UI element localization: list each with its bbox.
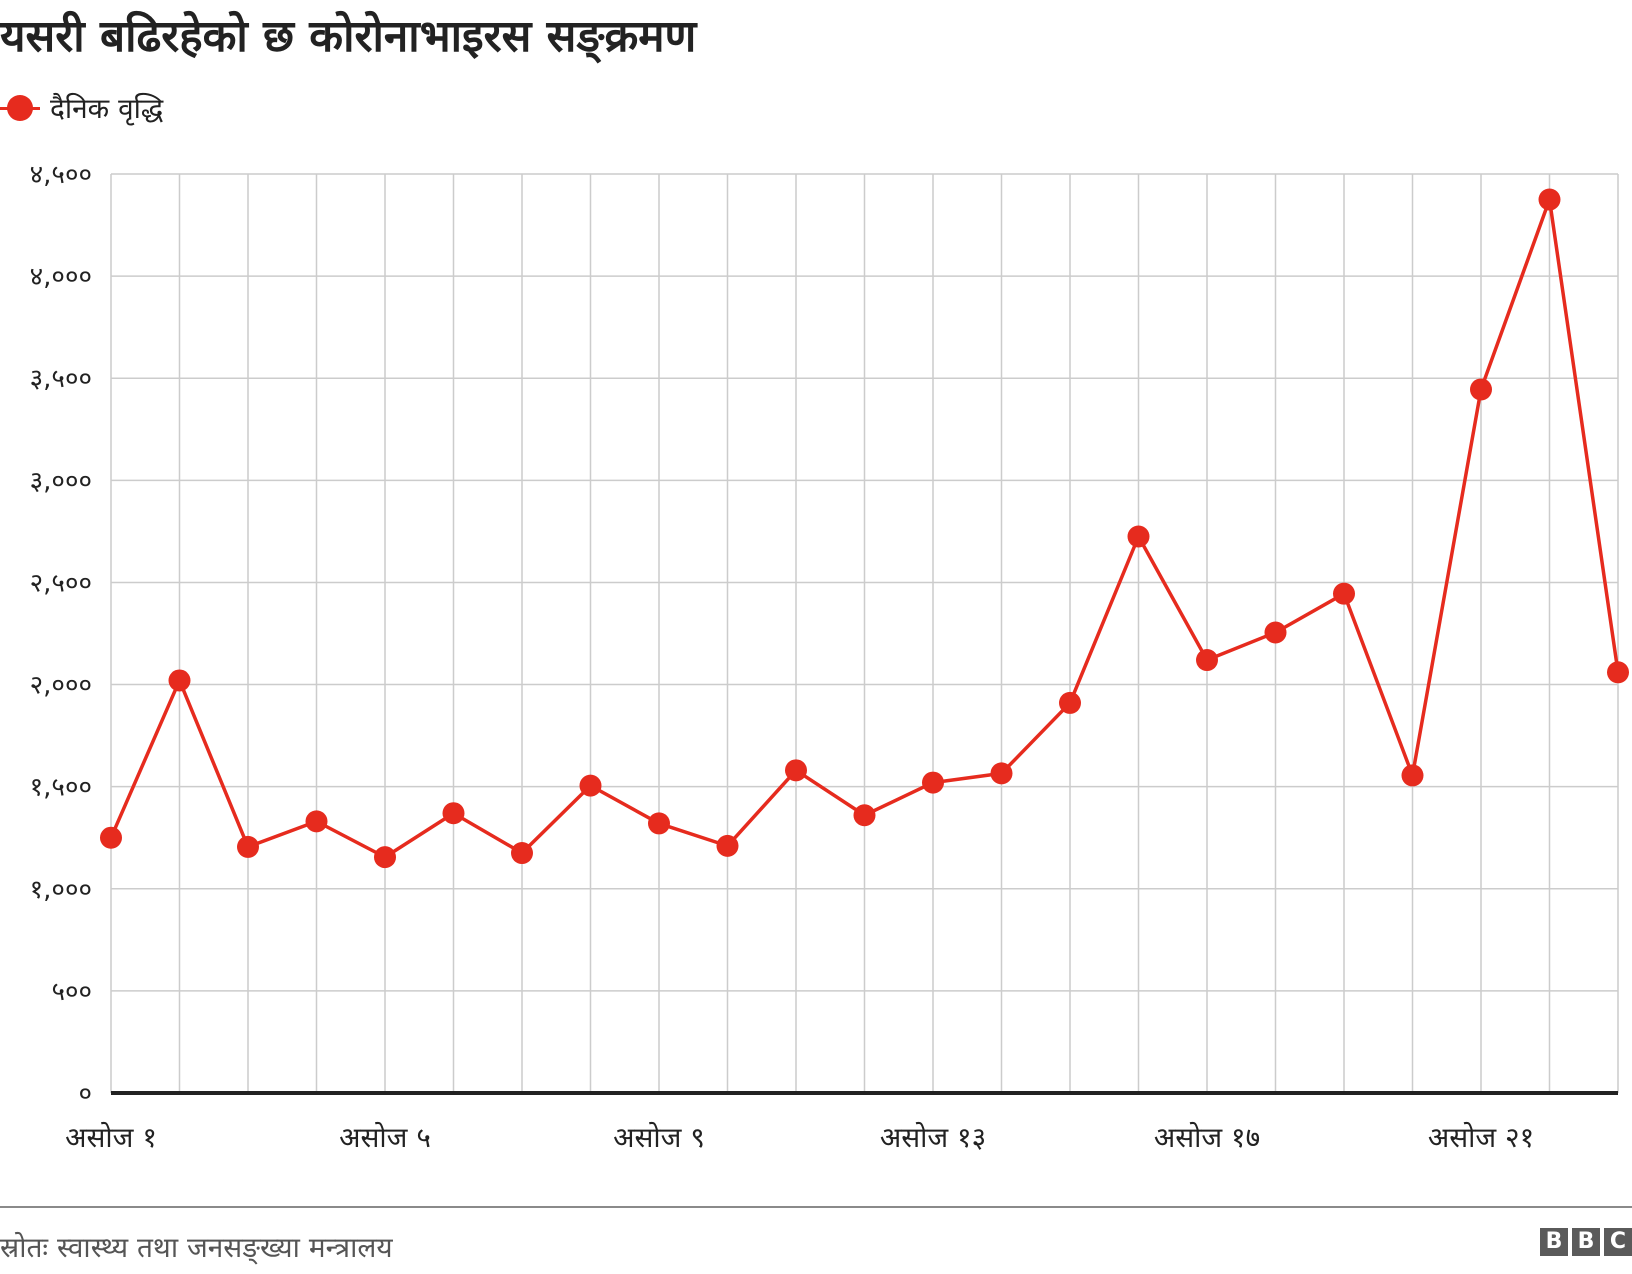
- data-point: [1538, 188, 1561, 211]
- y-tick-label: १,०००: [30, 875, 92, 905]
- x-tick-label: असोज २१: [1428, 1121, 1534, 1154]
- y-tick-label: ३,५००: [30, 364, 92, 394]
- axes: ० ५०० १,००० १,५०० २,००० २,५०० ३,००० ३,५०० ४,००० ४…: [30, 160, 1618, 1154]
- footer-divider: [0, 1206, 1632, 1208]
- y-tick-label: १,५००: [30, 773, 92, 803]
- data-point: [1333, 582, 1355, 605]
- y-tick-label: ४,०००: [30, 262, 92, 292]
- bbc-logo: B B C: [1536, 1228, 1632, 1256]
- legend-marker-icon: [0, 93, 40, 123]
- data-point: [922, 771, 944, 794]
- data-point: [305, 810, 328, 833]
- x-tick-label: असोज ९: [613, 1121, 705, 1154]
- y-tick-label: ५००: [51, 977, 92, 1007]
- data-point: [168, 669, 191, 692]
- data-point: [1196, 649, 1218, 672]
- data-point: [100, 826, 122, 849]
- data-point: [511, 842, 533, 865]
- data-point: [990, 762, 1013, 785]
- legend-label: दैनिक वृद्धि: [50, 92, 164, 125]
- y-tick-label: ०: [78, 1079, 92, 1109]
- data-point: [1264, 621, 1287, 644]
- y-tick-label: ४,५००: [30, 160, 92, 190]
- legend: दैनिक वृद्धि: [0, 88, 163, 128]
- bbc-logo-letter: C: [1604, 1228, 1632, 1256]
- data-point: [237, 835, 259, 858]
- source-note: स्रोतः स्वास्थ्य तथा जनसङ्ख्या मन्त्रालय: [0, 1231, 393, 1264]
- bbc-logo-letter: B: [1540, 1228, 1568, 1256]
- data-point: [785, 759, 807, 782]
- x-tick-label: असोज १३: [880, 1121, 986, 1154]
- x-tick-label: असोज १: [65, 1121, 157, 1154]
- x-tick-label: असोज ५: [339, 1121, 431, 1154]
- data-point: [1401, 764, 1424, 787]
- data-point: [716, 834, 739, 857]
- y-tick-label: २,०००: [30, 671, 92, 701]
- data-point: [1470, 378, 1492, 401]
- data-point: [1607, 661, 1629, 684]
- y-tick-label: २,५००: [30, 568, 92, 598]
- data-point: [579, 774, 602, 797]
- y-tick-label: ३,०००: [30, 466, 92, 496]
- line-chart: ० ५०० १,००० १,५०० २,००० २,५०० ३,००० ३,५०० ४,००० ४…: [30, 160, 1629, 1154]
- data-point: [1127, 525, 1150, 548]
- grid: [110, 173, 1619, 1093]
- bbc-logo-letter: B: [1572, 1228, 1600, 1256]
- data-point: [648, 812, 670, 835]
- data-point: [1059, 691, 1081, 714]
- chart-title: यसरी बढिरहेको छ कोरोनाभाइरस सङ्क्रमण: [0, 11, 697, 62]
- data-point: [442, 802, 465, 825]
- series: [100, 188, 1629, 869]
- data-point: [853, 804, 876, 827]
- x-tick-label: असोज १७: [1154, 1121, 1260, 1154]
- data-point: [374, 846, 396, 869]
